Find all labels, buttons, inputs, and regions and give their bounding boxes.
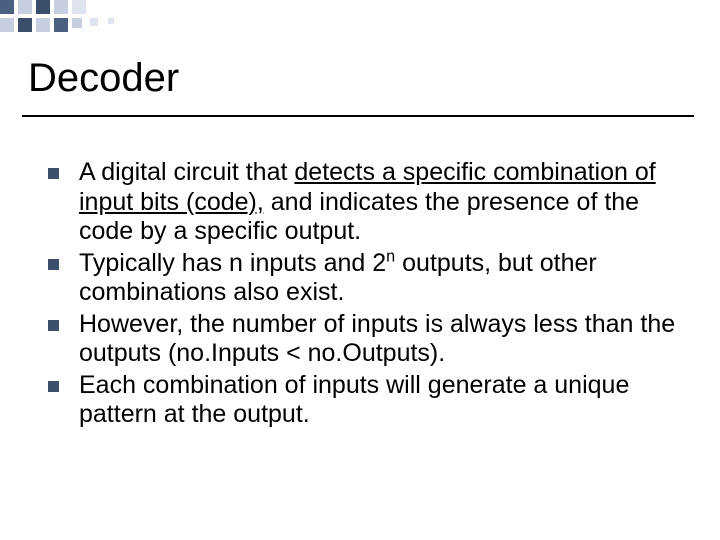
list-item: Typically has n inputs and 2n outputs, b… (48, 249, 688, 308)
list-item-text: Each combination of inputs will generate… (79, 371, 688, 430)
list-item: Each combination of inputs will generate… (48, 371, 688, 430)
deco-square (72, 0, 86, 14)
text-segment: A digital circuit that (79, 158, 294, 186)
deco-square (0, 0, 14, 14)
list-item-text: However, the number of inputs is always … (79, 310, 688, 369)
deco-square (90, 18, 98, 26)
deco-square (72, 18, 82, 28)
bullet-square-icon (48, 320, 59, 331)
title-underline (22, 115, 694, 117)
deco-square (0, 18, 14, 32)
list-item-text: A digital circuit that detects a specifi… (79, 158, 688, 247)
content-area: A digital circuit that detects a specifi… (48, 158, 688, 432)
bullet-square-icon (48, 259, 59, 270)
list-item: However, the number of inputs is always … (48, 310, 688, 369)
list-item-text: Typically has n inputs and 2n outputs, b… (79, 249, 688, 308)
deco-square (54, 18, 68, 32)
deco-square (36, 18, 50, 32)
list-item: A digital circuit that detects a specifi… (48, 158, 688, 247)
slide-title: Decoder (28, 56, 179, 101)
deco-square (18, 0, 32, 14)
deco-square (54, 0, 68, 14)
deco-square (36, 0, 50, 14)
slide: Decoder A digital circuit that detects a… (0, 0, 720, 540)
bullet-square-icon (48, 381, 59, 392)
deco-square (18, 18, 32, 32)
deco-square (108, 18, 114, 24)
corner-decoration (0, 0, 130, 40)
bullet-square-icon (48, 168, 59, 179)
